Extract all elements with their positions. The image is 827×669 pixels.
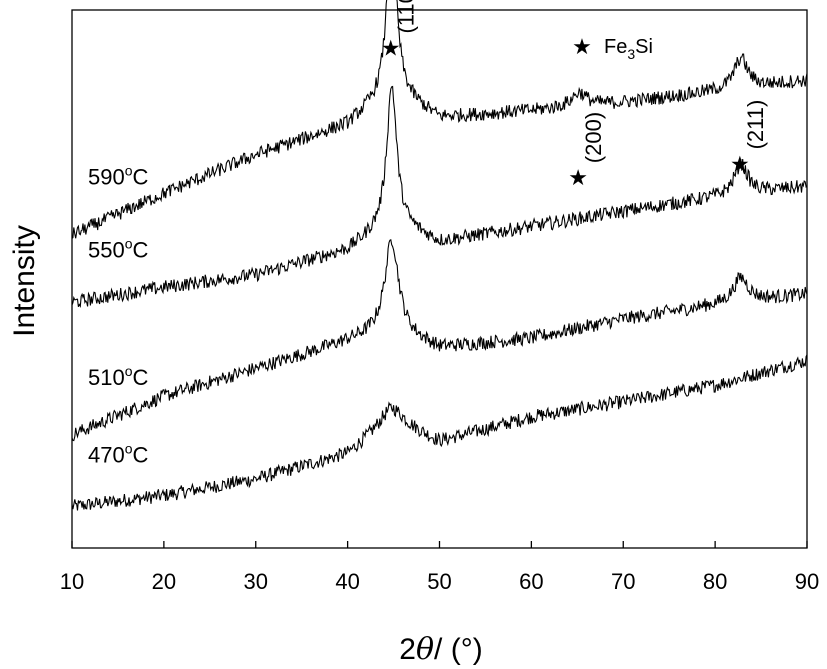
y-axis-label: Intensity [8, 225, 41, 337]
series-label-590: 590oC [88, 163, 149, 190]
series-line-550 [71, 85, 808, 308]
x-tick-label: 20 [152, 569, 176, 594]
series-line-510 [71, 238, 808, 442]
legend-star-icon: ★ [572, 34, 592, 59]
series-label-510: 510oC [88, 363, 149, 390]
series-line-470 [71, 354, 808, 511]
peak-star-icon: ★ [568, 165, 588, 190]
series-labels: 470oC 510oC 550oC 590oC [88, 163, 149, 468]
peak-markers: ★(110)★(200)★(211) [381, 0, 768, 190]
x-tick-label: 40 [335, 569, 359, 594]
series-curves [71, 0, 808, 511]
peak-hkl-label: (110) [394, 0, 419, 34]
legend-label: Fe3Si [604, 36, 653, 62]
legend: ★ Fe3Si [572, 34, 653, 62]
x-tick-label: 80 [703, 569, 727, 594]
peak-star-icon: ★ [381, 36, 401, 61]
x-tick-label: 30 [244, 569, 268, 594]
x-tick-label: 60 [519, 569, 543, 594]
x-tick-label: 50 [427, 569, 451, 594]
peak-hkl-label: (200) [581, 112, 606, 163]
peak-star-icon: ★ [730, 151, 750, 176]
series-label-550: 550oC [88, 235, 149, 262]
x-axis-label: 2θ/ (°) [399, 632, 482, 667]
peak-hkl-label: (211) [743, 100, 768, 150]
x-axis-ticks: 10 20 30 40 50 60 70 80 90 [60, 541, 819, 594]
series-label-470: 470oC [88, 440, 149, 467]
series-line-590 [71, 0, 808, 239]
x-tick-label: 90 [795, 569, 819, 594]
x-tick-label: 10 [60, 569, 84, 594]
x-tick-label: 70 [611, 569, 635, 594]
